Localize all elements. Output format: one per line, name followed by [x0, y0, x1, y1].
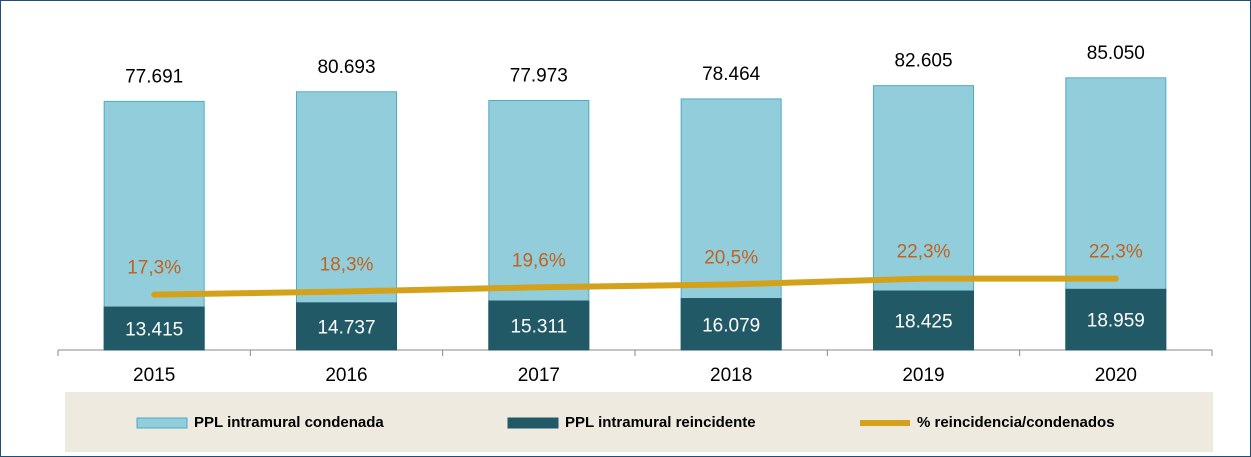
data-label: 14.737: [317, 317, 375, 338]
x-tick-label: 2020: [1095, 365, 1137, 386]
data-label: 16.079: [702, 315, 760, 336]
data-label: 13.415: [125, 320, 183, 341]
legend-swatch: [507, 417, 559, 429]
data-label: 77.691: [125, 66, 183, 87]
legend-label: % reincidencia/condenados: [917, 414, 1115, 431]
bar: [488, 300, 590, 351]
data-label: 18.425: [894, 312, 952, 333]
bar: [103, 306, 205, 351]
bar: [873, 290, 974, 351]
x-tick-label: 2019: [902, 365, 944, 386]
bar: [680, 298, 782, 351]
x-tick-label: 2015: [133, 365, 175, 386]
bar: [296, 302, 397, 351]
data-label: 19,6%: [512, 250, 566, 271]
data-label: 15.311: [510, 317, 567, 338]
data-label: 20,5%: [704, 247, 758, 268]
legend-label: PPL intramural reincidente: [565, 414, 756, 431]
x-tick-label: 2017: [518, 365, 560, 386]
bar: [1065, 288, 1167, 351]
legend-label: PPL intramural condenada: [194, 414, 384, 431]
data-label: 18,3%: [320, 254, 374, 275]
data-label: 18.959: [1087, 311, 1145, 332]
data-label: 77.973: [510, 66, 568, 87]
line: [151, 275, 1119, 298]
x-tick-label: 2016: [325, 365, 367, 386]
x-tick-label: 2018: [710, 365, 752, 386]
legend-swatch: [136, 417, 188, 429]
data-label: 80.693: [317, 57, 375, 78]
legend-background: [65, 392, 1213, 452]
data-label: 22,3%: [1089, 242, 1143, 263]
data-label: 82.605: [894, 51, 952, 72]
data-label: 78.464: [702, 64, 761, 85]
data-label: 22,3%: [897, 242, 951, 263]
data-label: 17,3%: [127, 258, 181, 279]
data-label: 85.050: [1087, 43, 1145, 64]
